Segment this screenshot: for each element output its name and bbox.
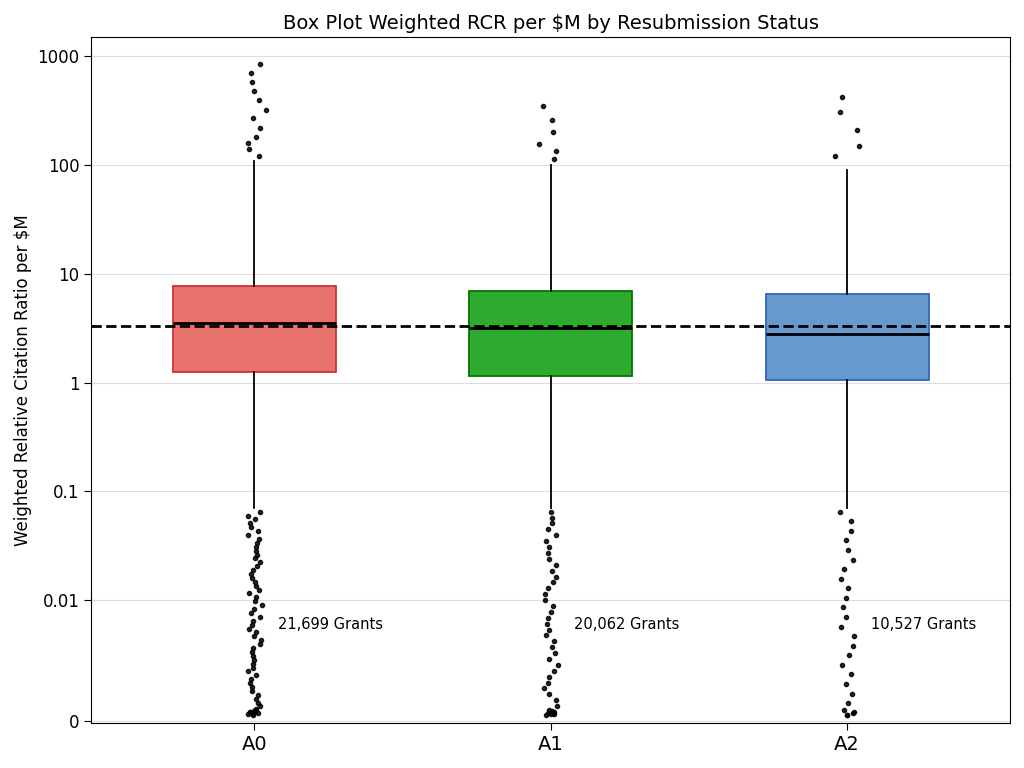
Text: 21,699 Grants: 21,699 Grants [279, 617, 383, 632]
Title: Box Plot Weighted RCR per $M by Resubmission Status: Box Plot Weighted RCR per $M by Resubmis… [283, 14, 819, 33]
PathPatch shape [173, 286, 336, 372]
Text: 20,062 Grants: 20,062 Grants [574, 617, 680, 632]
Text: 10,527 Grants: 10,527 Grants [870, 617, 976, 632]
PathPatch shape [469, 291, 632, 376]
PathPatch shape [766, 294, 929, 380]
Y-axis label: Weighted Relative Citation Ratio per $M: Weighted Relative Citation Ratio per $M [14, 214, 32, 546]
